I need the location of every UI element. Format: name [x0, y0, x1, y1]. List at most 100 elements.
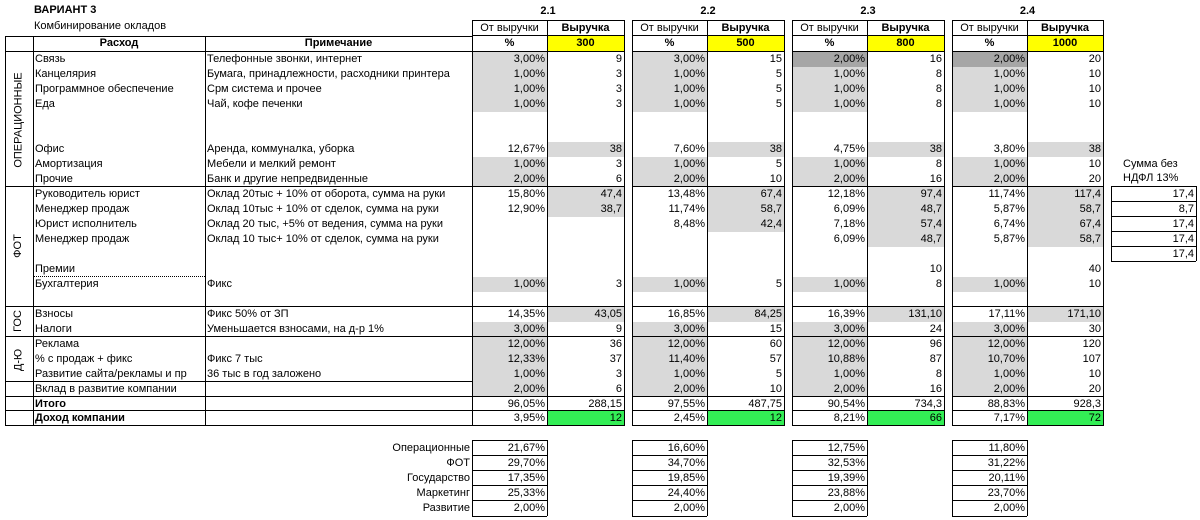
grid-line — [472, 485, 547, 486]
percent-cell: 1,00% — [632, 97, 707, 112]
percent-cell: 1,00% — [792, 97, 867, 112]
revenue-cell: 928,3 — [1073, 398, 1101, 410]
revenue-cell: 5 — [775, 278, 782, 290]
revenue-cell: 8 — [935, 68, 942, 80]
revenue-cell: 84,25 — [707, 307, 784, 322]
revenue-cell: 6 — [615, 173, 622, 185]
expense-note: Аренда, коммуналка, уборка — [207, 143, 355, 155]
percent-cell: 2,00% — [952, 52, 1027, 67]
percent-cell: 3,00% — [792, 322, 867, 337]
expense-name: Бухгалтерия — [35, 278, 99, 290]
grid-line — [792, 35, 944, 36]
grid-line — [632, 485, 707, 486]
percent-cell: 1,00% — [952, 67, 1027, 82]
revenue-header: Выручка — [721, 22, 770, 34]
summary-value: 25,33% — [507, 487, 545, 499]
revenue-cell: 60 — [769, 338, 782, 350]
summary-value: 19,85% — [667, 472, 705, 484]
revenue-cell: 38 — [707, 142, 784, 157]
percent-cell: 3,00% — [632, 322, 707, 337]
grid-line — [707, 20, 708, 426]
summary-value: 23,88% — [827, 487, 865, 499]
grid-line — [472, 20, 624, 21]
revenue-cell: 8 — [935, 98, 942, 110]
grid-line — [792, 20, 944, 21]
revenue-cell: 87 — [929, 353, 942, 365]
expense-name: Офис — [35, 143, 65, 155]
grid-line — [472, 516, 547, 517]
ndfl-value: 17,4 — [1172, 248, 1194, 260]
grid-line — [1111, 231, 1196, 232]
grid-line — [472, 410, 624, 411]
revenue-cell: 120 — [1082, 338, 1101, 350]
revenue-cell: 3 — [615, 68, 622, 80]
grid-line — [632, 440, 707, 441]
revenue-cell: 107 — [1082, 353, 1101, 365]
revenue-cell: 10 — [1088, 83, 1101, 95]
grid-line — [547, 20, 548, 426]
ndfl-value: 17,4 — [1172, 188, 1194, 200]
percent-cell: 1,00% — [472, 157, 547, 172]
revenue-cell: 96 — [929, 338, 942, 350]
grid-line — [5, 425, 472, 426]
revenue-cell: 487,75 — [748, 398, 782, 410]
grid-line — [1111, 246, 1196, 247]
percent-cell: 96,05% — [507, 398, 545, 410]
revenue-cell: 5 — [775, 98, 782, 110]
grid-line — [632, 440, 633, 516]
summary-value: 31,22% — [987, 457, 1025, 469]
revenue-value: 1000 — [1027, 36, 1103, 51]
grid-line — [707, 440, 708, 516]
grid-line — [472, 306, 624, 307]
revenue-cell: 42,4 — [707, 217, 784, 232]
percent-cell: 1,00% — [792, 67, 867, 82]
ndfl-header: НДФЛ 13% — [1123, 172, 1179, 184]
grid-line — [792, 336, 944, 337]
revenue-cell: 10 — [1088, 158, 1101, 170]
expense-name: % с продаж + фикс — [35, 353, 133, 365]
summary-value: 19,39% — [827, 472, 865, 484]
revenue-cell: 3 — [615, 158, 622, 170]
percent-cell: 1,00% — [472, 67, 547, 82]
percent-cell: 6,09% — [833, 203, 865, 215]
percent-cell: 1,00% — [792, 367, 867, 382]
revenue-cell: 9 — [615, 53, 622, 65]
revenue-cell: 72 — [1027, 411, 1103, 426]
grid-line — [5, 51, 472, 52]
revenue-cell: 12 — [547, 411, 624, 426]
percent-cell: 4,75% — [833, 143, 865, 155]
group-label: Д-Ю — [12, 348, 24, 371]
grid-line — [1103, 20, 1104, 426]
percent-cell: 3,00% — [632, 52, 707, 67]
grid-line — [632, 51, 784, 52]
expense-note — [205, 262, 472, 277]
revenue-cell: 40 — [1088, 263, 1101, 275]
revenue-cell: 97,4 — [867, 187, 944, 202]
grid-line — [784, 20, 785, 426]
grid-line — [952, 455, 1027, 456]
expense-name: Амортизация — [35, 158, 103, 170]
ndfl-value: 17,4 — [1172, 233, 1194, 245]
grid-line — [5, 36, 472, 37]
revenue-cell: 171,10 — [1027, 307, 1103, 322]
grid-line — [867, 440, 868, 516]
expense-name: Связь — [35, 53, 66, 65]
grid-line — [5, 336, 472, 337]
percent-header: % — [664, 37, 675, 49]
percent-cell: 12,90% — [507, 203, 545, 215]
revenue-cell: 8 — [935, 158, 942, 170]
from-revenue-header: От выручки — [960, 22, 1019, 34]
revenue-cell: 8 — [935, 368, 942, 380]
percent-cell: 12,00% — [792, 337, 867, 352]
revenue-cell: 3 — [615, 98, 622, 110]
from-revenue-header: От выручки — [640, 22, 699, 34]
percent-cell: 12,00% — [632, 337, 707, 352]
percent-cell: 12,18% — [827, 188, 865, 200]
expense-note: Фикс — [207, 278, 232, 290]
grid-line — [792, 425, 944, 426]
percent-cell: 13,48% — [667, 188, 705, 200]
summary-value: 16,60% — [667, 442, 705, 454]
revenue-cell: 16 — [929, 53, 942, 65]
grid-line — [792, 186, 944, 187]
grid-line — [547, 440, 548, 516]
